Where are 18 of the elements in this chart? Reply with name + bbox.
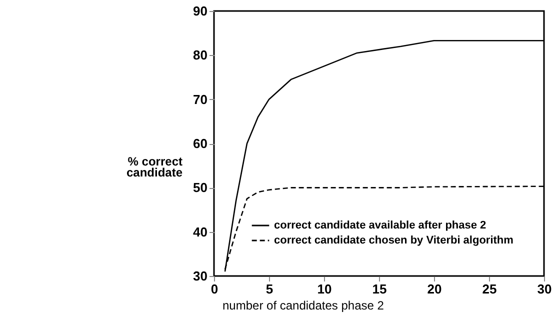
y-tick-label: 40 bbox=[193, 224, 208, 240]
y-tick-label: 50 bbox=[193, 180, 208, 196]
x-tick-label: 15 bbox=[372, 282, 387, 296]
x-tick-label: 20 bbox=[427, 282, 442, 296]
legend-label: correct candidate chosen by Viterbi algorithm bbox=[274, 234, 514, 246]
y-tick-label: 90 bbox=[193, 4, 208, 18]
y-tick-label: 80 bbox=[193, 48, 208, 63]
x-tick-label: 25 bbox=[482, 282, 497, 296]
x-tick-label: 10 bbox=[317, 282, 332, 296]
x-tick-label: 5 bbox=[266, 282, 274, 296]
y-tick-label: 60 bbox=[193, 136, 208, 151]
x-axis-title: number of candidates phase 2 bbox=[222, 298, 384, 312]
legend-label: correct candidate available after phase 2 bbox=[274, 220, 486, 232]
x-tick-label: 30 bbox=[537, 282, 552, 296]
y-tick-label: 30 bbox=[193, 268, 208, 284]
y-tick-label: 70 bbox=[193, 92, 208, 107]
y-axis-title: % correct candidate bbox=[126, 154, 183, 180]
x-tick-label: 0 bbox=[210, 282, 218, 296]
